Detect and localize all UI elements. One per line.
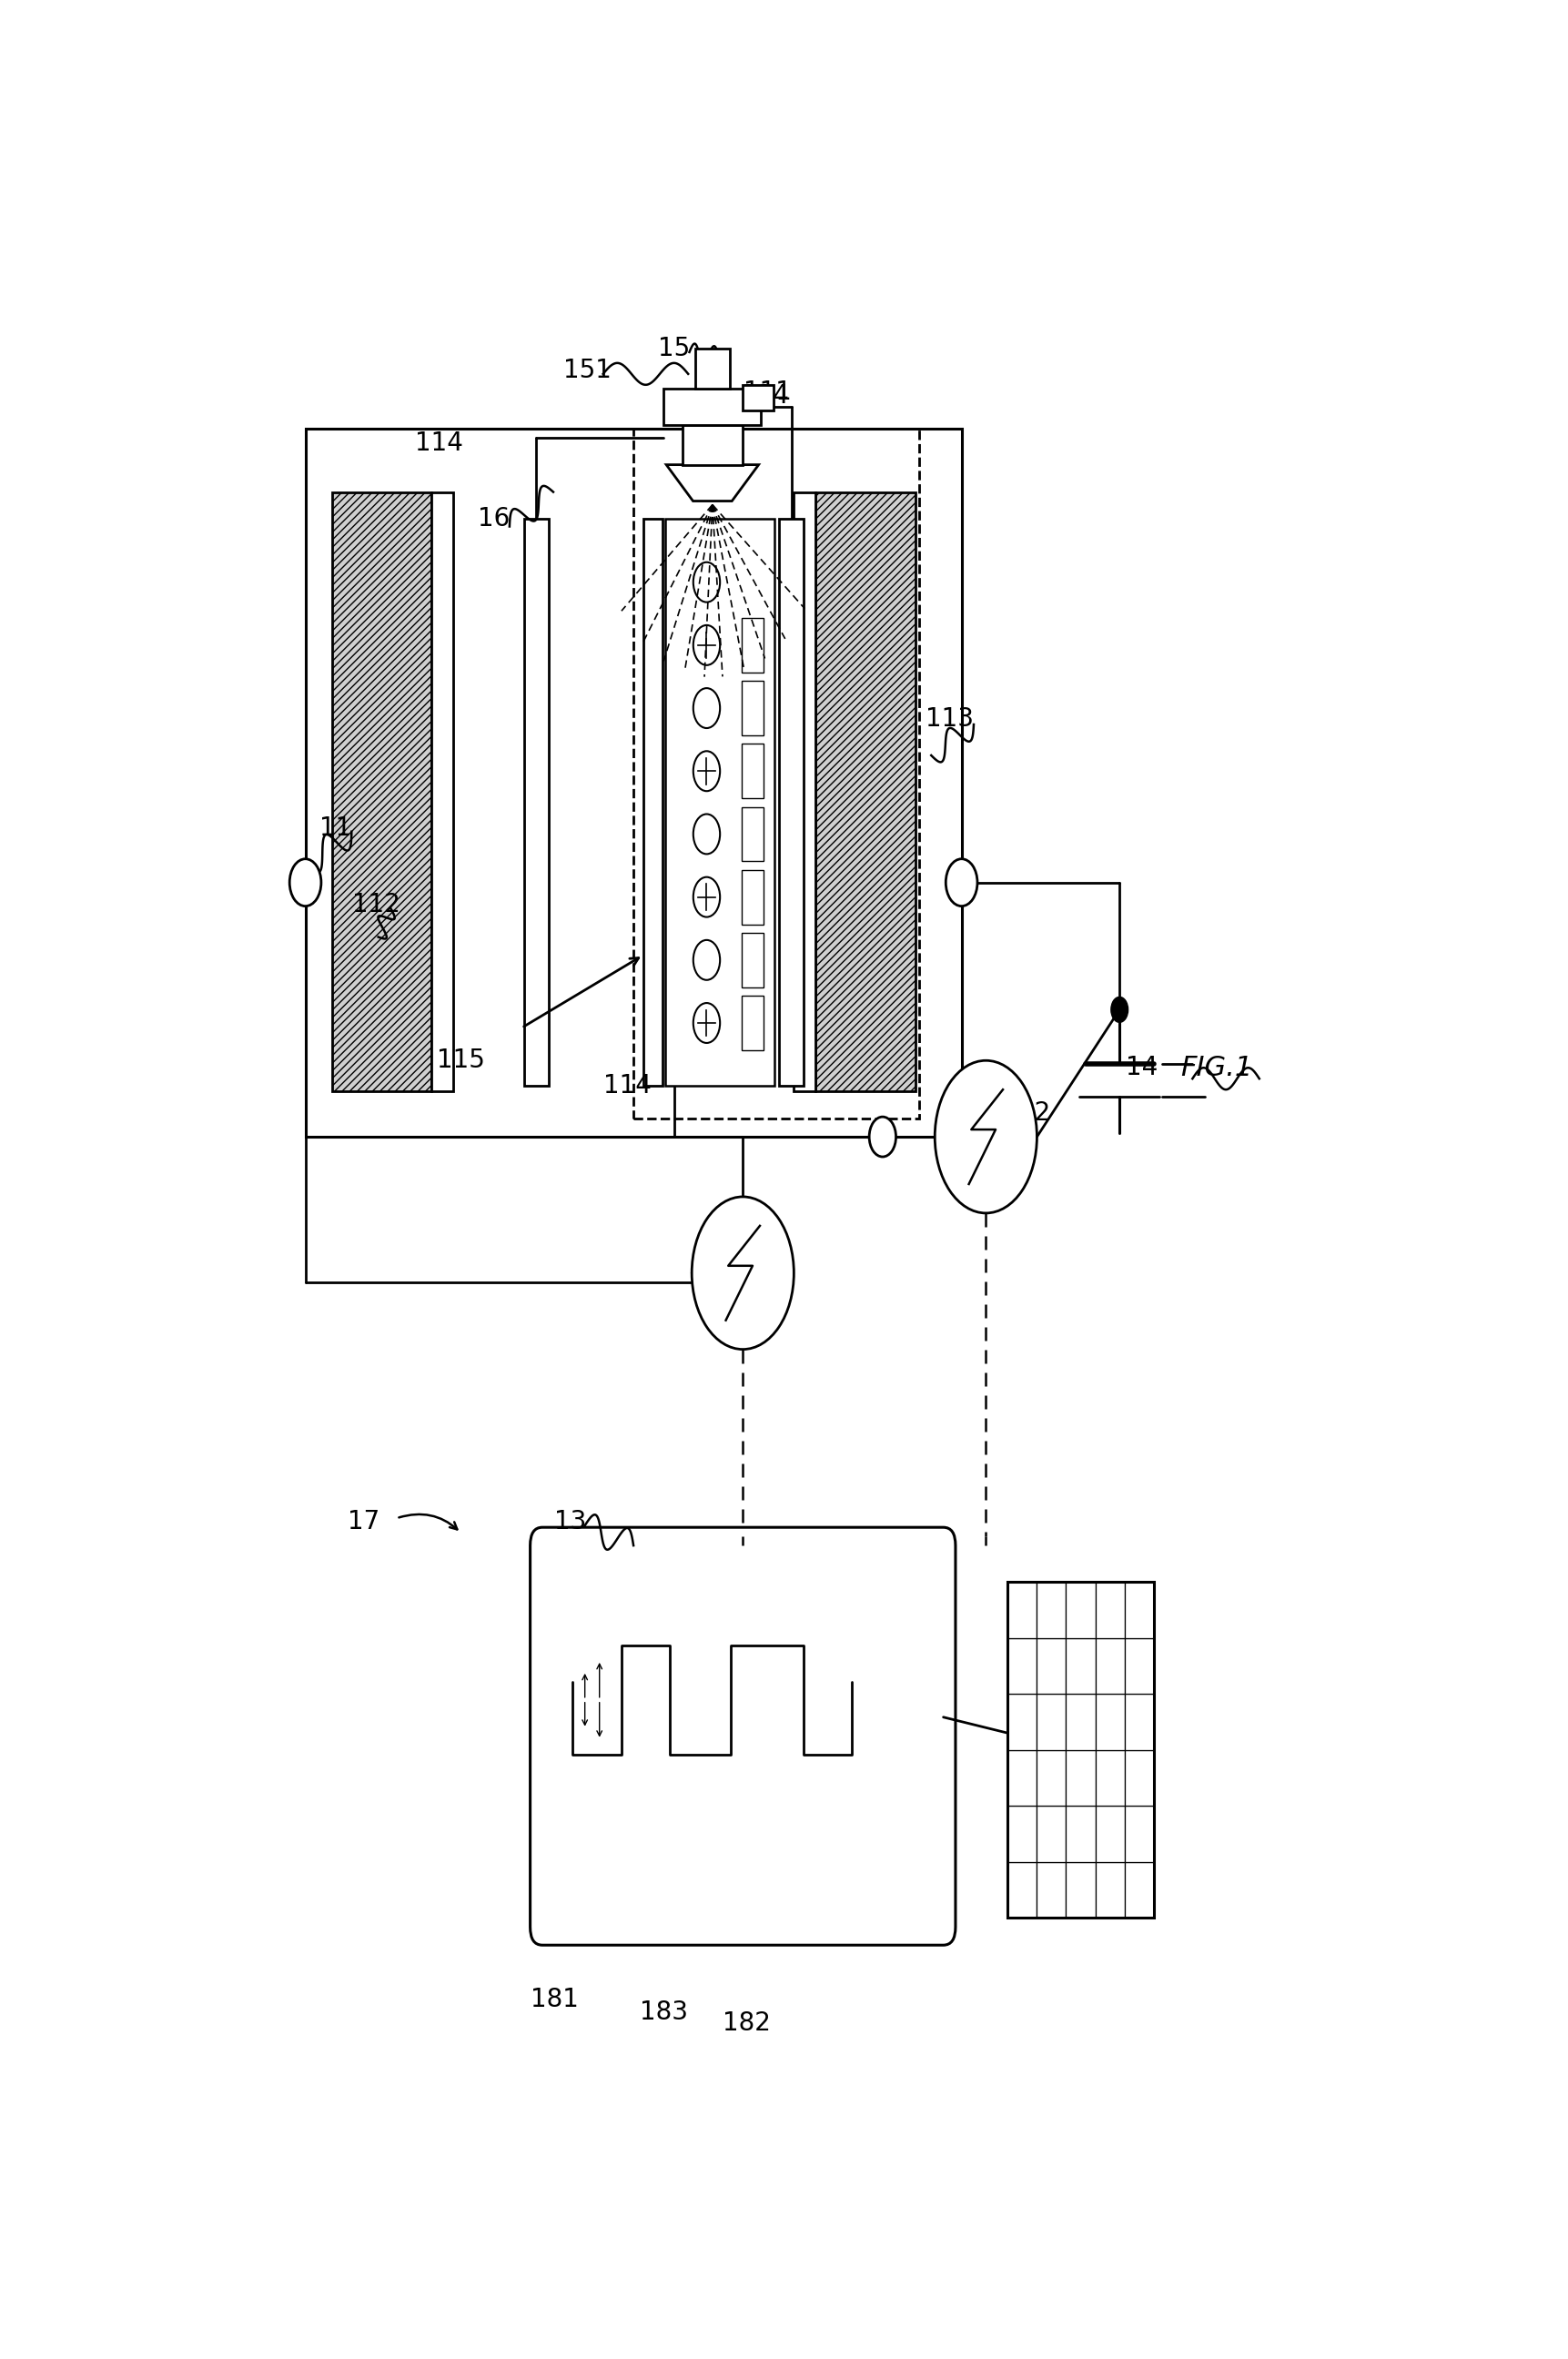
Bar: [1094, 1861, 1124, 1918]
Circle shape: [693, 939, 720, 979]
Circle shape: [946, 859, 977, 906]
Bar: [682, 425, 743, 465]
Text: 114: 114: [416, 429, 463, 455]
Circle shape: [869, 1116, 895, 1156]
Bar: [742, 807, 764, 861]
Text: 182: 182: [723, 2010, 770, 2036]
Circle shape: [693, 689, 720, 729]
Bar: [332, 493, 431, 1092]
Bar: [742, 682, 764, 736]
Bar: [1036, 1637, 1066, 1694]
Circle shape: [693, 625, 720, 665]
Bar: [1094, 1583, 1124, 1637]
Circle shape: [693, 878, 720, 918]
Bar: [1036, 1807, 1066, 1861]
Bar: [1124, 1861, 1154, 1918]
Text: 11: 11: [320, 816, 351, 840]
Polygon shape: [666, 465, 759, 500]
Bar: [1124, 1637, 1154, 1694]
Bar: [696, 349, 729, 389]
Bar: [742, 743, 764, 797]
Bar: [524, 519, 549, 1085]
Bar: [1094, 1750, 1124, 1807]
Circle shape: [691, 1196, 793, 1349]
Bar: [743, 385, 773, 410]
Text: 112: 112: [351, 892, 400, 918]
Circle shape: [693, 814, 720, 854]
Bar: [1036, 1861, 1066, 1918]
Circle shape: [1112, 998, 1127, 1021]
Bar: [1066, 1750, 1096, 1807]
Text: 183: 183: [640, 2000, 688, 2024]
Bar: [1036, 1694, 1066, 1750]
Text: 13: 13: [554, 1510, 586, 1536]
Bar: [1008, 1807, 1036, 1861]
Bar: [1066, 1637, 1096, 1694]
FancyBboxPatch shape: [530, 1526, 955, 1946]
Bar: [663, 389, 760, 425]
Bar: [1008, 1583, 1036, 1637]
Circle shape: [935, 1062, 1036, 1213]
Bar: [1066, 1807, 1096, 1861]
Bar: [779, 519, 804, 1085]
Bar: [1094, 1637, 1124, 1694]
Bar: [1008, 1694, 1036, 1750]
Bar: [431, 493, 453, 1092]
Bar: [1008, 1637, 1036, 1694]
Bar: [742, 995, 764, 1050]
Circle shape: [290, 859, 321, 906]
Text: 115: 115: [437, 1047, 485, 1073]
Bar: [1008, 1861, 1036, 1918]
Bar: [1008, 1583, 1154, 1918]
Text: 113: 113: [925, 705, 974, 731]
Text: 14: 14: [1126, 1054, 1157, 1080]
Bar: [1094, 1807, 1124, 1861]
Bar: [1036, 1750, 1066, 1807]
Bar: [643, 519, 663, 1085]
Bar: [742, 618, 764, 672]
Bar: [1008, 1750, 1036, 1807]
Text: 114: 114: [740, 382, 789, 408]
Bar: [1124, 1750, 1154, 1807]
Text: 181: 181: [530, 1986, 579, 2012]
Bar: [306, 429, 961, 1137]
Bar: [1036, 1583, 1066, 1637]
Text: 151: 151: [563, 359, 612, 382]
Text: 12: 12: [1019, 1099, 1051, 1125]
Text: FIG.1: FIG.1: [1181, 1054, 1253, 1080]
Bar: [1066, 1583, 1096, 1637]
Bar: [742, 870, 764, 925]
Text: 15: 15: [657, 335, 690, 361]
Bar: [1066, 1861, 1096, 1918]
Bar: [742, 932, 764, 988]
Circle shape: [693, 750, 720, 790]
Circle shape: [693, 1003, 720, 1043]
Bar: [1094, 1694, 1124, 1750]
Bar: [793, 493, 815, 1092]
Text: 17: 17: [348, 1510, 379, 1536]
Bar: [1124, 1807, 1154, 1861]
Bar: [815, 493, 916, 1092]
Bar: [1124, 1694, 1154, 1750]
Text: 114: 114: [604, 1073, 651, 1099]
Text: 111: 111: [743, 380, 792, 406]
Circle shape: [693, 561, 720, 602]
Text: 16: 16: [478, 507, 510, 533]
Bar: [1124, 1583, 1154, 1637]
Bar: [665, 519, 775, 1085]
Bar: [633, 429, 919, 1118]
Bar: [1066, 1694, 1096, 1750]
